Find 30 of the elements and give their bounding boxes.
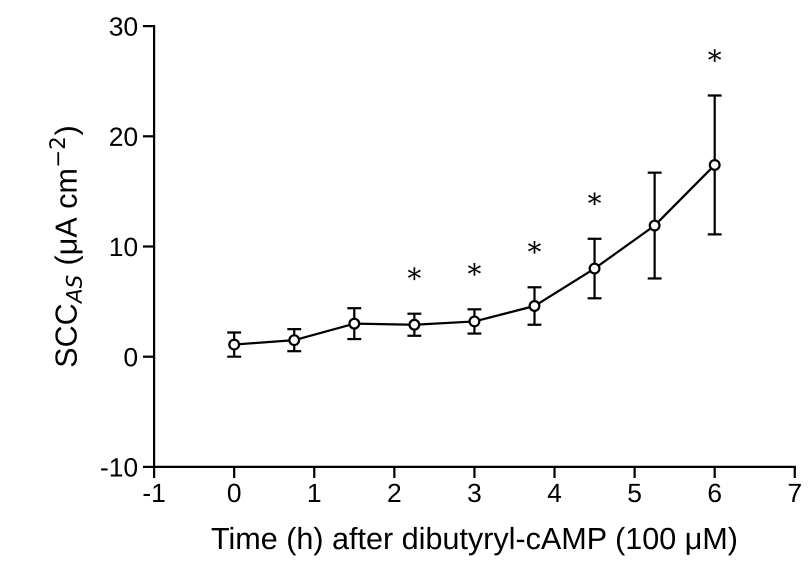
y-tick-label: 30 <box>110 17 138 36</box>
x-axis-title: Time (h) after dibutyryl-cAMP (100 μM) <box>212 526 736 556</box>
annotation: * <box>468 263 481 276</box>
y-tick-label: 0 <box>124 348 138 367</box>
point <box>288 334 300 346</box>
x-tick-label: 0 <box>228 484 240 502</box>
annotation: * <box>588 192 602 206</box>
x-tick-label: 2 <box>388 484 400 502</box>
y-tick-label: 10 <box>110 238 138 256</box>
point <box>528 300 540 312</box>
y-tick-label: 20 <box>110 127 138 146</box>
annotation: * <box>408 267 421 280</box>
point <box>348 318 360 330</box>
point <box>408 318 420 331</box>
point <box>708 158 721 171</box>
annotation: * <box>708 49 722 62</box>
x-tick-label: 5 <box>628 484 641 502</box>
point <box>468 315 480 328</box>
x-tick-label: 7 <box>788 484 801 502</box>
x-tick-label: -1 <box>144 484 165 502</box>
x-tick-label: 6 <box>708 484 721 502</box>
point <box>588 262 601 275</box>
x-tick-label: 1 <box>308 484 320 502</box>
annotation: * <box>528 240 541 254</box>
x-tick-label: 4 <box>548 484 562 502</box>
y-tick-label: -10 <box>101 458 138 477</box>
point <box>228 338 240 351</box>
y-axis-title: SCC$_{AS}$ (μA cm$^{−2}$) <box>49 127 83 366</box>
x-tick-label: 3 <box>468 484 481 502</box>
point <box>648 220 661 232</box>
